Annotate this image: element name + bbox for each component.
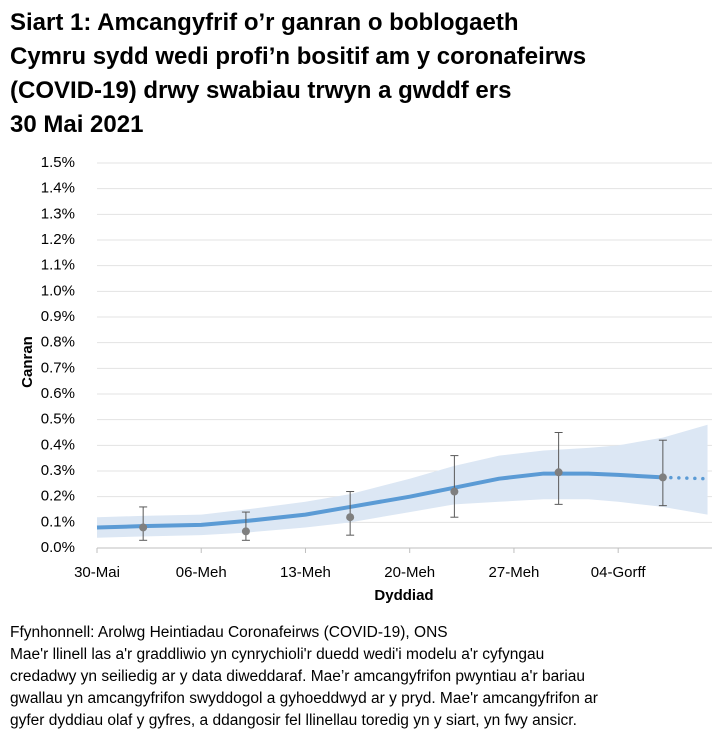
credible-band [97,424,708,538]
y-tick-label: 0.1% [41,513,75,530]
y-tick-label: 0.2% [41,488,75,505]
y-axis-title: Canran [19,336,36,388]
chart-title: Siart 1: Amcangyfrif o’r ganran o boblog… [10,9,519,36]
chart-title: 30 Mai 2021 [10,111,143,138]
x-tick-label: 13-Meh [280,564,331,581]
footnote: credadwy yn seiliedig ar y data diweddar… [10,668,585,685]
y-tick-label: 1.0% [41,282,75,299]
y-tick-label: 1.3% [41,205,75,222]
y-tick-label: 0.8% [41,334,75,351]
footnote: Mae'r llinell las a'r graddliwio yn cynr… [10,646,544,663]
y-tick-label: 0.6% [41,385,75,402]
y-tick-label: 0.4% [41,436,75,453]
modelled-line [96,471,663,530]
x-tick-label: 20-Meh [384,564,435,581]
provisional-line [661,475,710,481]
y-tick-label: 0.5% [41,411,75,428]
point-estimate [139,523,148,532]
x-tick-label: 04-Gorff [591,564,647,581]
chart-title: Cymru sydd wedi profi’n bositif am y cor… [10,43,586,70]
footnote: Ffynhonnell: Arolwg Heintiadau Coronafei… [10,624,448,641]
x-tick-label: 30-Mai [74,564,120,581]
point-estimate [241,527,250,536]
y-tick-label: 1.4% [41,180,75,197]
x-tick-label: 27-Meh [489,564,540,581]
footnote: gwallau yn amcangyfrifon swyddogol a gyh… [10,690,598,707]
y-tick-label: 1.2% [41,231,75,248]
point-estimate [346,513,355,522]
y-tick-label: 1.5% [41,154,75,171]
footnote: gyfer dyddiau olaf y gyfres, a ddangosir… [10,712,577,729]
point-estimate [450,487,459,496]
y-tick-label: 0.3% [41,462,75,479]
x-axis-title: Dyddiad [374,587,433,604]
y-tick-label: 1.1% [41,257,75,274]
y-tick-label: 0.9% [41,308,75,325]
chart-title: (COVID-19) drwy swabiau trwyn a gwddf er… [10,77,511,104]
y-tick-label: 0.0% [41,539,75,556]
x-tick-label: 06-Meh [176,564,227,581]
point-estimate [554,468,563,477]
point-estimate [658,473,667,482]
y-tick-label: 0.7% [41,359,75,376]
